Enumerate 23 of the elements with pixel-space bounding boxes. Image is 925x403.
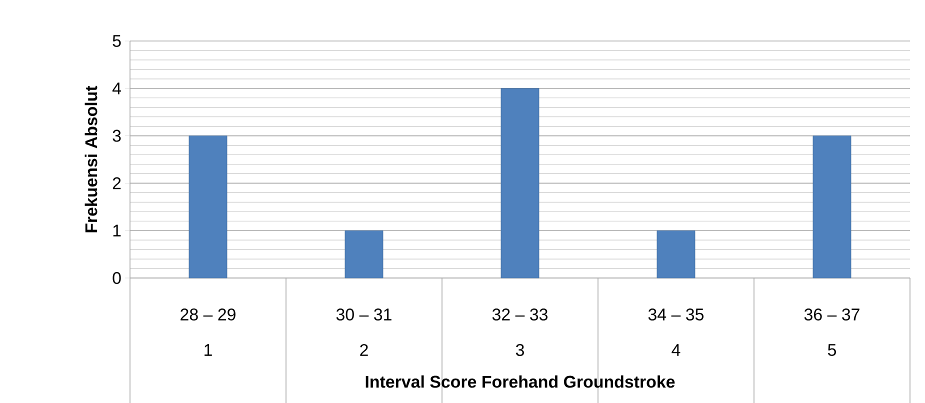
x-tick-label: 34 – 35 bbox=[648, 308, 704, 320]
text: 5 bbox=[828, 344, 836, 356]
x-tick-label: 30 – 31 bbox=[336, 308, 392, 320]
y-tick-label: 5 bbox=[112, 34, 121, 47]
x-tick-label: 36 – 37 bbox=[804, 308, 860, 320]
text: 1 bbox=[204, 344, 212, 356]
x-axis-title: Interval Score Forehand Groundstroke bbox=[366, 375, 675, 388]
y-tick-label: 2 bbox=[112, 177, 121, 189]
x-tick-label: 32 – 33 bbox=[492, 308, 548, 320]
bar bbox=[656, 230, 696, 278]
bar bbox=[344, 230, 384, 278]
y-tick-label: 1 bbox=[113, 224, 121, 236]
y-axis-title: Frekuensi Absolut bbox=[84, 86, 98, 232]
text: 4 bbox=[672, 344, 680, 356]
x-tick-label: 28 – 29 bbox=[180, 308, 236, 320]
bar bbox=[812, 135, 852, 278]
text: 3 bbox=[516, 344, 524, 356]
y-tick-label: 3 bbox=[112, 130, 121, 142]
y-tick-label: 4 bbox=[112, 82, 121, 94]
bar bbox=[500, 88, 540, 278]
text: 2 bbox=[360, 344, 368, 356]
y-tick-label: 0 bbox=[112, 272, 121, 284]
bar bbox=[188, 135, 228, 278]
